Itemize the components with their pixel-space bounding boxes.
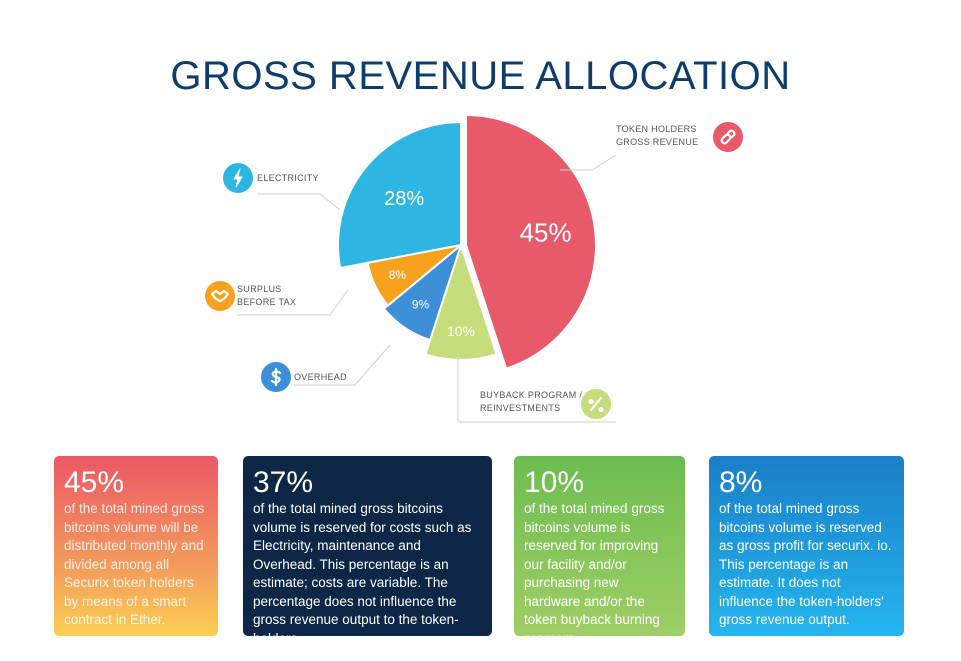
card-gross-profit: 8% of the total mined gross bitcoins vol… [709,456,904,636]
category-label-surplus: SURPLUS [237,284,282,294]
card-description: of the total mined gross bitcoins volume… [719,501,892,627]
card-buyback: 10% of the total mined gross bitcoins vo… [514,456,685,646]
summary-cards: 45% of the total mined gross bitcoins vo… [0,456,961,646]
slice-value-label-buyback: 10% [447,323,475,339]
category-label-electricity: ELECTRICITY [257,173,319,183]
pie-slice-electricity [337,120,462,270]
pie-slice-overhead [382,242,464,342]
link-icon [713,122,743,152]
pie-chart: 45% 10% 9% 8% 28% TOKEN HOLDERS GROSS REVENUE B… [205,113,743,423]
card-percent: 8% [719,466,763,499]
category-label-token-holders: GROSS REVENUE [616,137,698,147]
chart-title: GROSS REVENUE ALLOCATION [170,54,791,98]
pie-slice-token-holders [465,113,597,370]
category-label-buyback: REINVESTMENTS [480,403,560,413]
card-description: of the total mined gross bitcoins volume… [253,501,472,646]
handshake-icon [205,281,235,311]
leader-line-buyback [457,354,616,423]
category-label-token-holders: TOKEN HOLDERS [616,124,697,134]
card-percent: 10% [524,466,585,499]
card-description: of the total mined gross bitcoins volume… [524,501,665,646]
leader-line-electricity [257,193,341,211]
card-costs: 37% of the total mined gross bitcoins vo… [243,456,492,646]
pie-slice-buyback [424,241,498,361]
leader-line-surplus [237,289,349,316]
slice-value-label-surplus: 8% [389,268,407,282]
slice-value-label-overhead: 9% [412,298,430,312]
card-percent: 37% [253,466,314,499]
slice-value-label-token-holders: 45% [520,217,572,247]
dollar-icon [261,362,291,392]
card-token-holders: 45% of the total mined gross bitcoins vo… [54,456,218,636]
lightning-icon [223,163,253,193]
category-label-surplus: BEFORE TAX [237,297,296,307]
leader-line-token-holders [560,154,617,171]
percent-icon [581,389,611,419]
category-label-overhead: OVERHEAD [294,372,347,382]
leader-line-overhead [294,344,391,386]
card-percent: 45% [64,466,125,499]
card-description: of the total mined gross bitcoins volume… [64,501,205,627]
category-label-buyback: BUYBACK PROGRAM / [480,390,582,400]
slice-value-label-electricity: 28% [384,188,424,210]
